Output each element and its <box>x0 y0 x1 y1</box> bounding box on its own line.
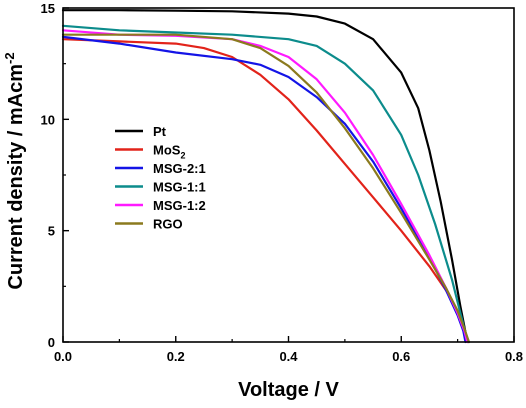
x-tick-label: 0.6 <box>392 349 410 364</box>
series-lines <box>61 9 470 344</box>
y-axis-title: Current density / mAcm-2 <box>2 52 27 289</box>
x-tick-label: 0.4 <box>279 349 298 364</box>
series-line-5 <box>61 33 470 344</box>
legend-label-text: MoS <box>153 143 181 158</box>
series-line-3 <box>61 24 470 344</box>
legend-label-text: MSG-1:1 <box>153 180 206 195</box>
x-tick-label: 0.0 <box>54 349 72 364</box>
legend-label-text: MSG-2:1 <box>153 161 206 176</box>
legend-label-1: MoS2 <box>153 143 185 161</box>
y-axis-title-superscript: -2 <box>2 52 17 64</box>
legend-label-5: RGO <box>153 217 183 232</box>
legend-label-text: MSG-1:2 <box>153 198 206 213</box>
x-axis-ticks: 0.0 0.2 0.4 0.6 0.8 <box>54 336 523 364</box>
y-axis-title-main: Current density / mAcm <box>5 64 27 290</box>
y-tick-label: 0 <box>48 335 55 350</box>
legend-label-subscript: 2 <box>180 151 185 161</box>
legend-label-text: RGO <box>153 217 183 232</box>
x-tick-label: 0.8 <box>505 349 523 364</box>
y-axis-ticks: 0 5 10 15 <box>41 1 69 350</box>
legend-label-2: MSG-2:1 <box>153 161 206 176</box>
legend-label-0: Pt <box>153 124 167 139</box>
x-tick-label: 0.2 <box>167 349 185 364</box>
series-line-0 <box>61 9 470 344</box>
y-tick-label: 10 <box>41 112 55 127</box>
x-axis-title: Voltage / V <box>238 379 339 401</box>
y-tick-label: 15 <box>41 1 55 16</box>
y-tick-label: 5 <box>48 224 55 239</box>
legend-label-4: MSG-1:2 <box>153 198 206 213</box>
legend-label-3: MSG-1:1 <box>153 180 206 195</box>
legend-label-text: Pt <box>153 124 167 139</box>
